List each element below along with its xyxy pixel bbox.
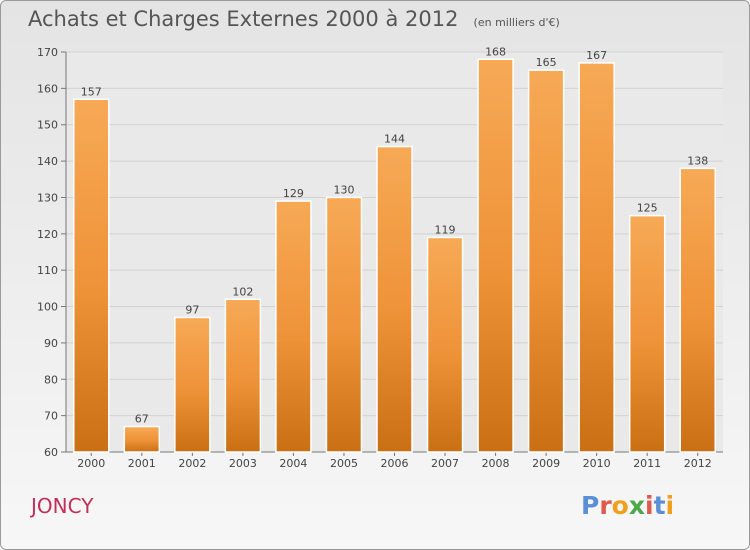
bar-2005: [325, 196, 363, 453]
logo-letter: P: [581, 491, 600, 520]
value-label: 102: [232, 285, 253, 298]
y-tick-label: 80: [44, 373, 58, 386]
x-tick-label: 2001: [128, 457, 156, 470]
value-label: 67: [135, 413, 149, 426]
logo-letter: r: [599, 491, 612, 520]
bar-2009: [527, 69, 565, 453]
bar-2010: [578, 62, 615, 453]
value-label: 97: [185, 303, 199, 316]
logo-letter: o: [611, 491, 629, 520]
y-tick-label: 140: [37, 155, 58, 168]
x-tick-label: 2006: [381, 457, 409, 470]
x-tick-label: 2000: [77, 457, 105, 470]
labels: 157 67 97 102 129 130 144 119 168 165 167 125 138: [81, 45, 708, 425]
proxiti-logo[interactable]: Proxiti: [581, 491, 674, 520]
x-tick-label: 2009: [532, 457, 560, 470]
value-label: 168: [485, 45, 506, 58]
y-tick-label: 110: [37, 264, 58, 277]
axes: 60 70 80 90 100 110 120 130 140 150 160 170 2000 2001…: [37, 46, 723, 470]
bar-2006: [376, 145, 413, 453]
bar-2003: [224, 298, 262, 453]
y-tick-label: 160: [37, 82, 58, 95]
y-tick-label: 150: [37, 119, 58, 132]
x-tick-label: 2012: [684, 457, 712, 470]
x-tick-label: 2002: [178, 457, 206, 470]
bar-2012: [679, 167, 716, 453]
x-tick-label: 2007: [431, 457, 459, 470]
logo-letter: t: [653, 491, 666, 520]
x-tick-label: 2008: [482, 457, 510, 470]
chart-subtitle: (en milliers d'€): [473, 16, 560, 29]
chart-title: Achats et Charges Externes 2000 à 2012: [28, 7, 459, 31]
value-label: 119: [435, 223, 456, 236]
x-tick-label: 2003: [229, 457, 257, 470]
bar-2000: [73, 98, 110, 453]
value-label: 125: [637, 202, 658, 215]
value-label: 167: [586, 49, 607, 62]
y-tick-label: 100: [37, 301, 58, 314]
title-row: Achats et Charges Externes 2000 à 2012 (…: [28, 7, 560, 31]
y-tick-label: 130: [37, 191, 58, 204]
bar-2011: [628, 214, 666, 453]
bar-2008: [477, 58, 514, 453]
bar-2004: [275, 200, 312, 453]
bar-2002: [174, 316, 211, 453]
y-tick-label: 90: [44, 337, 58, 350]
value-label: 165: [536, 56, 557, 69]
bars: [73, 58, 716, 453]
y-tick-label: 70: [44, 410, 58, 423]
logo-letter: x: [628, 491, 645, 520]
value-label: 130: [333, 183, 354, 196]
y-tick-label: 120: [37, 228, 58, 241]
value-label: 144: [384, 133, 405, 146]
x-tick-label: 2011: [633, 457, 661, 470]
logo-letter: i: [645, 491, 654, 520]
x-tick-label: 2004: [279, 457, 307, 470]
commune-name: JONCY: [31, 494, 94, 518]
bar-2007: [426, 236, 464, 453]
bar-2001: [123, 425, 161, 453]
x-tick-label: 2005: [330, 457, 358, 470]
value-label: 138: [687, 154, 708, 167]
value-label: 157: [81, 85, 102, 98]
logo-letter: i: [665, 491, 675, 520]
value-label: 129: [283, 187, 304, 200]
x-tick-label: 2010: [583, 457, 611, 470]
y-tick-label: 170: [37, 46, 58, 59]
y-tick-label: 60: [44, 446, 58, 459]
